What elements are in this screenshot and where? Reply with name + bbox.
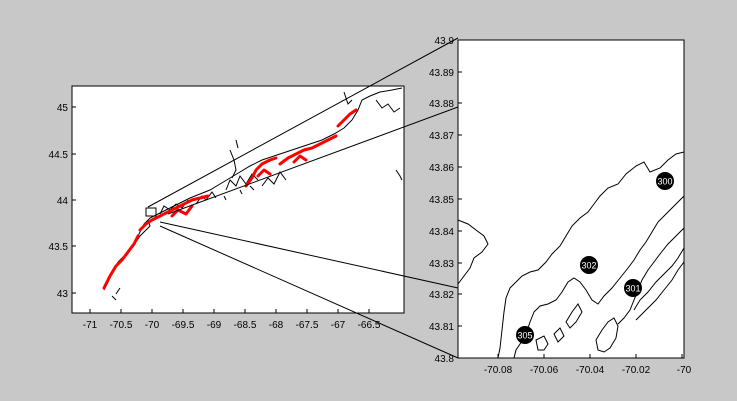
station-label: 300 — [657, 177, 672, 187]
inset-map-x-tick-label: -70.06 — [530, 365, 559, 376]
inset-map-y-tick-label: 43.85 — [429, 195, 454, 206]
main-map-x-tick-label: -66.5 — [358, 320, 381, 331]
main-map-x-tick-label: -67.5 — [296, 320, 319, 331]
inset-map-y-tick-label: 43.9 — [435, 36, 455, 47]
inset-map-y-tick-label: 43.83 — [429, 259, 454, 270]
main-map-x-tick-label: -70.5 — [110, 320, 133, 331]
main-map-y-tick-label: 44.5 — [49, 150, 69, 161]
main-map-tick-marks — [72, 106, 370, 313]
main-map-panel: -71 -70.5 -70 -69.5 -69 -68.5 -68 -67.5 … — [49, 85, 405, 331]
main-map-x-tick-label: -68 — [269, 320, 284, 331]
inset-map-y-tick-label: 43.88 — [429, 99, 454, 110]
station-300: 300 — [656, 172, 674, 190]
station-305: 305 — [516, 326, 534, 344]
main-map-y-tick-label: 43 — [57, 289, 69, 300]
inset-map-y-tick-label: 43.8 — [435, 354, 455, 365]
main-map-x-tick-label: -69 — [207, 320, 222, 331]
inset-map-x-tick-label: -70 — [677, 365, 692, 376]
inset-map-x-tick-label: -70.04 — [576, 365, 605, 376]
station-label: 305 — [517, 331, 532, 341]
main-map-y-tick-label: 44 — [57, 196, 69, 207]
inset-map-panel: 300 301 302 305 -70.08 -70.06 — [429, 36, 692, 376]
main-map-x-tick-label: -69.5 — [172, 320, 195, 331]
main-map-y-tick-label: 45 — [57, 103, 69, 114]
main-map-axes — [71, 85, 405, 314]
main-map-x-tick-label: -68.5 — [234, 320, 257, 331]
inset-map-coastline — [457, 151, 685, 359]
inset-map-y-tick-label: 43.81 — [429, 322, 454, 333]
inset-map-y-tick-label: 43.89 — [429, 68, 454, 79]
station-label: 302 — [581, 261, 596, 271]
main-map-x-tick-label: -67 — [331, 320, 346, 331]
station-302: 302 — [580, 256, 598, 274]
inset-map-x-tick-label: -70.08 — [484, 365, 513, 376]
inset-map-x-tick-label: -70.02 — [622, 365, 651, 376]
inset-map-y-tick-label: 43.86 — [429, 163, 454, 174]
station-label: 301 — [625, 284, 640, 294]
inset-map-axes — [457, 39, 685, 359]
main-map-x-tick-label: -70 — [145, 320, 160, 331]
inset-map-tick-marks — [458, 39, 683, 359]
station-301: 301 — [624, 279, 642, 297]
main-map-y-tick-label: 43.5 — [49, 242, 69, 253]
inset-map-y-tick-label: 43.84 — [429, 227, 454, 238]
zoom-connector-lines — [147, 37, 459, 359]
inset-map-y-tick-label: 43.87 — [429, 131, 454, 142]
main-map-highlighted-coast — [102, 108, 358, 290]
inset-map-y-tick-label: 43.82 — [429, 290, 454, 301]
main-map-x-tick-label: -71 — [83, 320, 98, 331]
